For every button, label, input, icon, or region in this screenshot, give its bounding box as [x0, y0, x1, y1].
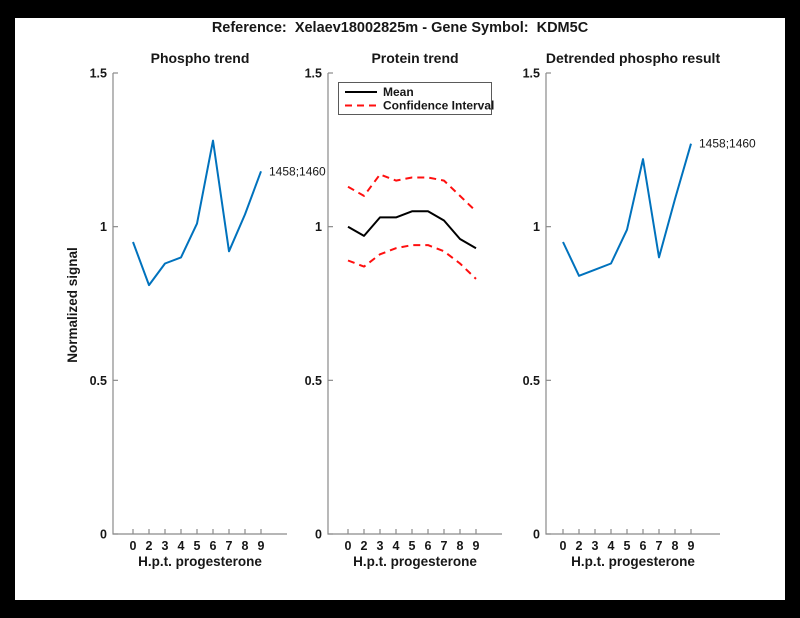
x-tick-label: 4	[178, 539, 185, 553]
subplot-title: Phospho trend	[151, 50, 250, 66]
x-tick-label: 8	[672, 539, 679, 553]
x-tick-label: 3	[377, 539, 384, 553]
x-tick-label: 8	[242, 539, 249, 553]
legend-box	[338, 82, 492, 115]
y-tick-label: 0	[100, 528, 107, 542]
x-tick-label: 5	[194, 539, 201, 553]
y-tick-label: 1	[533, 220, 540, 234]
x-tick-label: 2	[361, 539, 368, 553]
y-tick-label: 0.5	[305, 374, 322, 388]
x-tick-label: 2	[576, 539, 583, 553]
y-tick-label: 0	[533, 528, 540, 542]
x-tick-label: 6	[210, 539, 217, 553]
x-tick-label: 4	[393, 539, 400, 553]
series-line-phospho-signal	[132, 139, 262, 287]
x-tick-label: 5	[624, 539, 631, 553]
subplot-title: Protein trend	[371, 50, 458, 66]
x-tick-label: 4	[608, 539, 615, 553]
x-tick-label: 3	[162, 539, 169, 553]
x-axis-label: H.p.t. progesterone	[353, 554, 477, 569]
x-tick-label: 0	[130, 539, 137, 553]
series-line-confidence-interval-upper	[347, 173, 477, 213]
x-axis-label: H.p.t. progesterone	[571, 554, 695, 569]
y-tick-label: 0.5	[523, 374, 540, 388]
series-line-mean	[347, 210, 477, 250]
subplot-phospho-trend: Phospho trend H.p.t. progesterone 1458;1…	[90, 50, 326, 569]
y-tick-label: 1.5	[305, 67, 322, 81]
y-tick-label: 0.5	[90, 374, 107, 388]
series-line-detrended-phospho	[562, 143, 692, 277]
x-tick-label: 9	[473, 539, 480, 553]
x-tick-label: 7	[226, 539, 233, 553]
x-tick-label: 6	[640, 539, 647, 553]
y-tick-label: 0	[315, 528, 322, 542]
x-tick-label: 6	[425, 539, 432, 553]
y-tick-label: 1.5	[523, 67, 540, 81]
x-tick-label: 0	[345, 539, 352, 553]
x-tick-label: 2	[146, 539, 153, 553]
y-axis-label: Normalized signal	[65, 247, 80, 363]
x-tick-label: 5	[409, 539, 416, 553]
x-tick-label: 7	[656, 539, 663, 553]
legend-confidence-interval-label: Confidence Interval	[383, 99, 494, 113]
x-tick-label: 8	[457, 539, 464, 553]
series-end-label: 1458;1460	[699, 137, 756, 151]
figure-title: Reference: Xelaev18002825m - Gene Symbol…	[212, 20, 589, 36]
x-tick-label: 0	[560, 539, 567, 553]
series-end-label: 1458;1460	[269, 164, 326, 178]
x-tick-label: 7	[441, 539, 448, 553]
y-tick-label: 1.5	[90, 67, 107, 81]
subplot-title: Detrended phospho result	[546, 50, 721, 66]
subplot-protein-trend: Protein trend H.p.t. progesterone Mean C…	[305, 50, 502, 569]
y-tick-label: 1	[315, 220, 322, 234]
legend: Mean Confidence Interval	[338, 82, 494, 115]
x-tick-label: 3	[592, 539, 599, 553]
y-tick-label: 1	[100, 220, 107, 234]
x-tick-label: 9	[688, 539, 695, 553]
x-axis-label: H.p.t. progesterone	[138, 554, 262, 569]
subplot-detrended-phospho-result: Detrended phospho result H.p.t. progeste…	[523, 50, 756, 569]
legend-mean-label: Mean	[383, 85, 414, 99]
x-tick-label: 9	[258, 539, 265, 553]
